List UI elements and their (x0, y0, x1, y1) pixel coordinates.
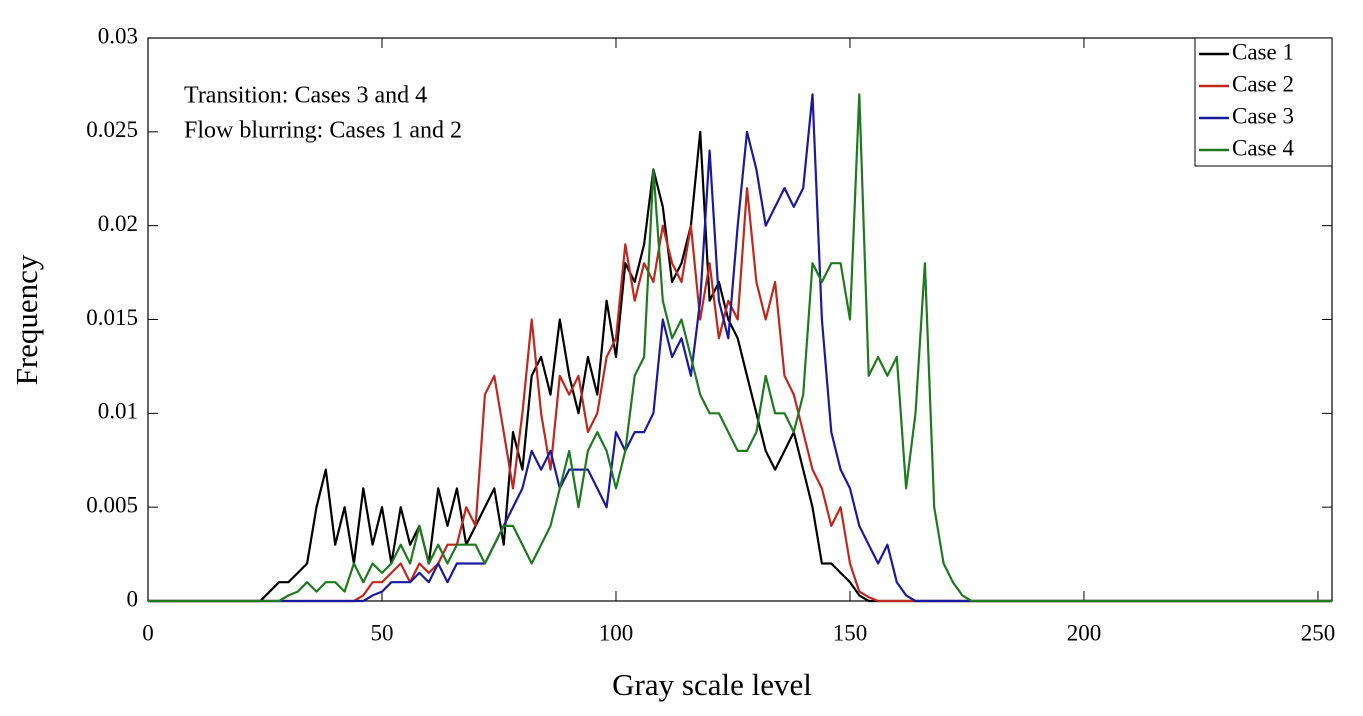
annotation: Flow blurring: Cases 1 and 2 (184, 118, 462, 144)
y-tick-label: 0.02 (98, 211, 138, 236)
y-tick-label: 0.025 (86, 117, 138, 142)
x-axis-label: Gray scale level (612, 667, 812, 702)
legend-label: Case 3 (1232, 103, 1294, 128)
line (148, 93, 1332, 603)
y-tick-label: 0.03 (98, 23, 138, 48)
legend-label: Case 4 (1232, 135, 1294, 160)
y-tick-label: 0.01 (98, 399, 138, 424)
y-tick-label: 0 (127, 586, 139, 611)
legend-label: Case 2 (1232, 71, 1294, 96)
x-tick-label: 50 (370, 620, 393, 645)
x-tick-label: 0 (142, 620, 154, 645)
x-tick-label: 200 (1067, 620, 1102, 645)
line (148, 187, 1332, 603)
x-tick-label: 150 (833, 620, 868, 645)
legend-label: Case 1 (1232, 39, 1294, 64)
annotation: Transition: Cases 3 and 4 (184, 83, 427, 109)
x-tick-label: 100 (599, 620, 634, 645)
x-tick-label: 250 (1301, 620, 1336, 645)
y-axis-label: Frequency (9, 254, 44, 385)
y-tick-label: 0.015 (86, 305, 138, 330)
line (148, 130, 1332, 603)
line (148, 93, 1332, 603)
legend-box (1194, 37, 1333, 167)
y-tick-label: 0.005 (86, 492, 138, 517)
